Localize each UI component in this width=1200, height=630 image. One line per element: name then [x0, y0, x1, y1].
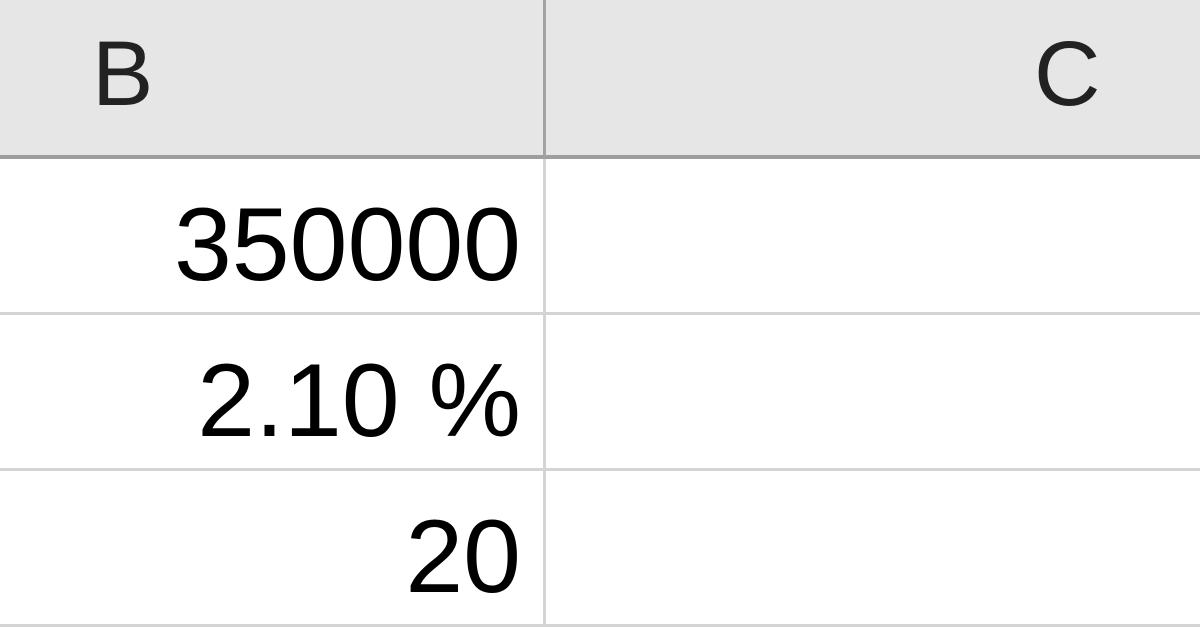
column-header-b[interactable]: B — [0, 0, 546, 159]
cell-b3[interactable]: 20 — [0, 471, 546, 627]
column-header-label: B — [92, 23, 154, 125]
cell-value: 20 — [405, 499, 521, 615]
cell-b1[interactable]: 350000 — [0, 159, 546, 315]
cell-c3[interactable] — [546, 471, 1200, 627]
cell-b2[interactable]: 2.10 % — [0, 315, 546, 471]
column-header-label: C — [1034, 23, 1101, 125]
cell-c2[interactable] — [546, 315, 1200, 471]
column-header-c[interactable]: C — [546, 0, 1200, 159]
cell-c1[interactable] — [546, 159, 1200, 315]
cell-value: 2.10 % — [197, 343, 521, 459]
cell-value: 350000 — [173, 187, 521, 303]
